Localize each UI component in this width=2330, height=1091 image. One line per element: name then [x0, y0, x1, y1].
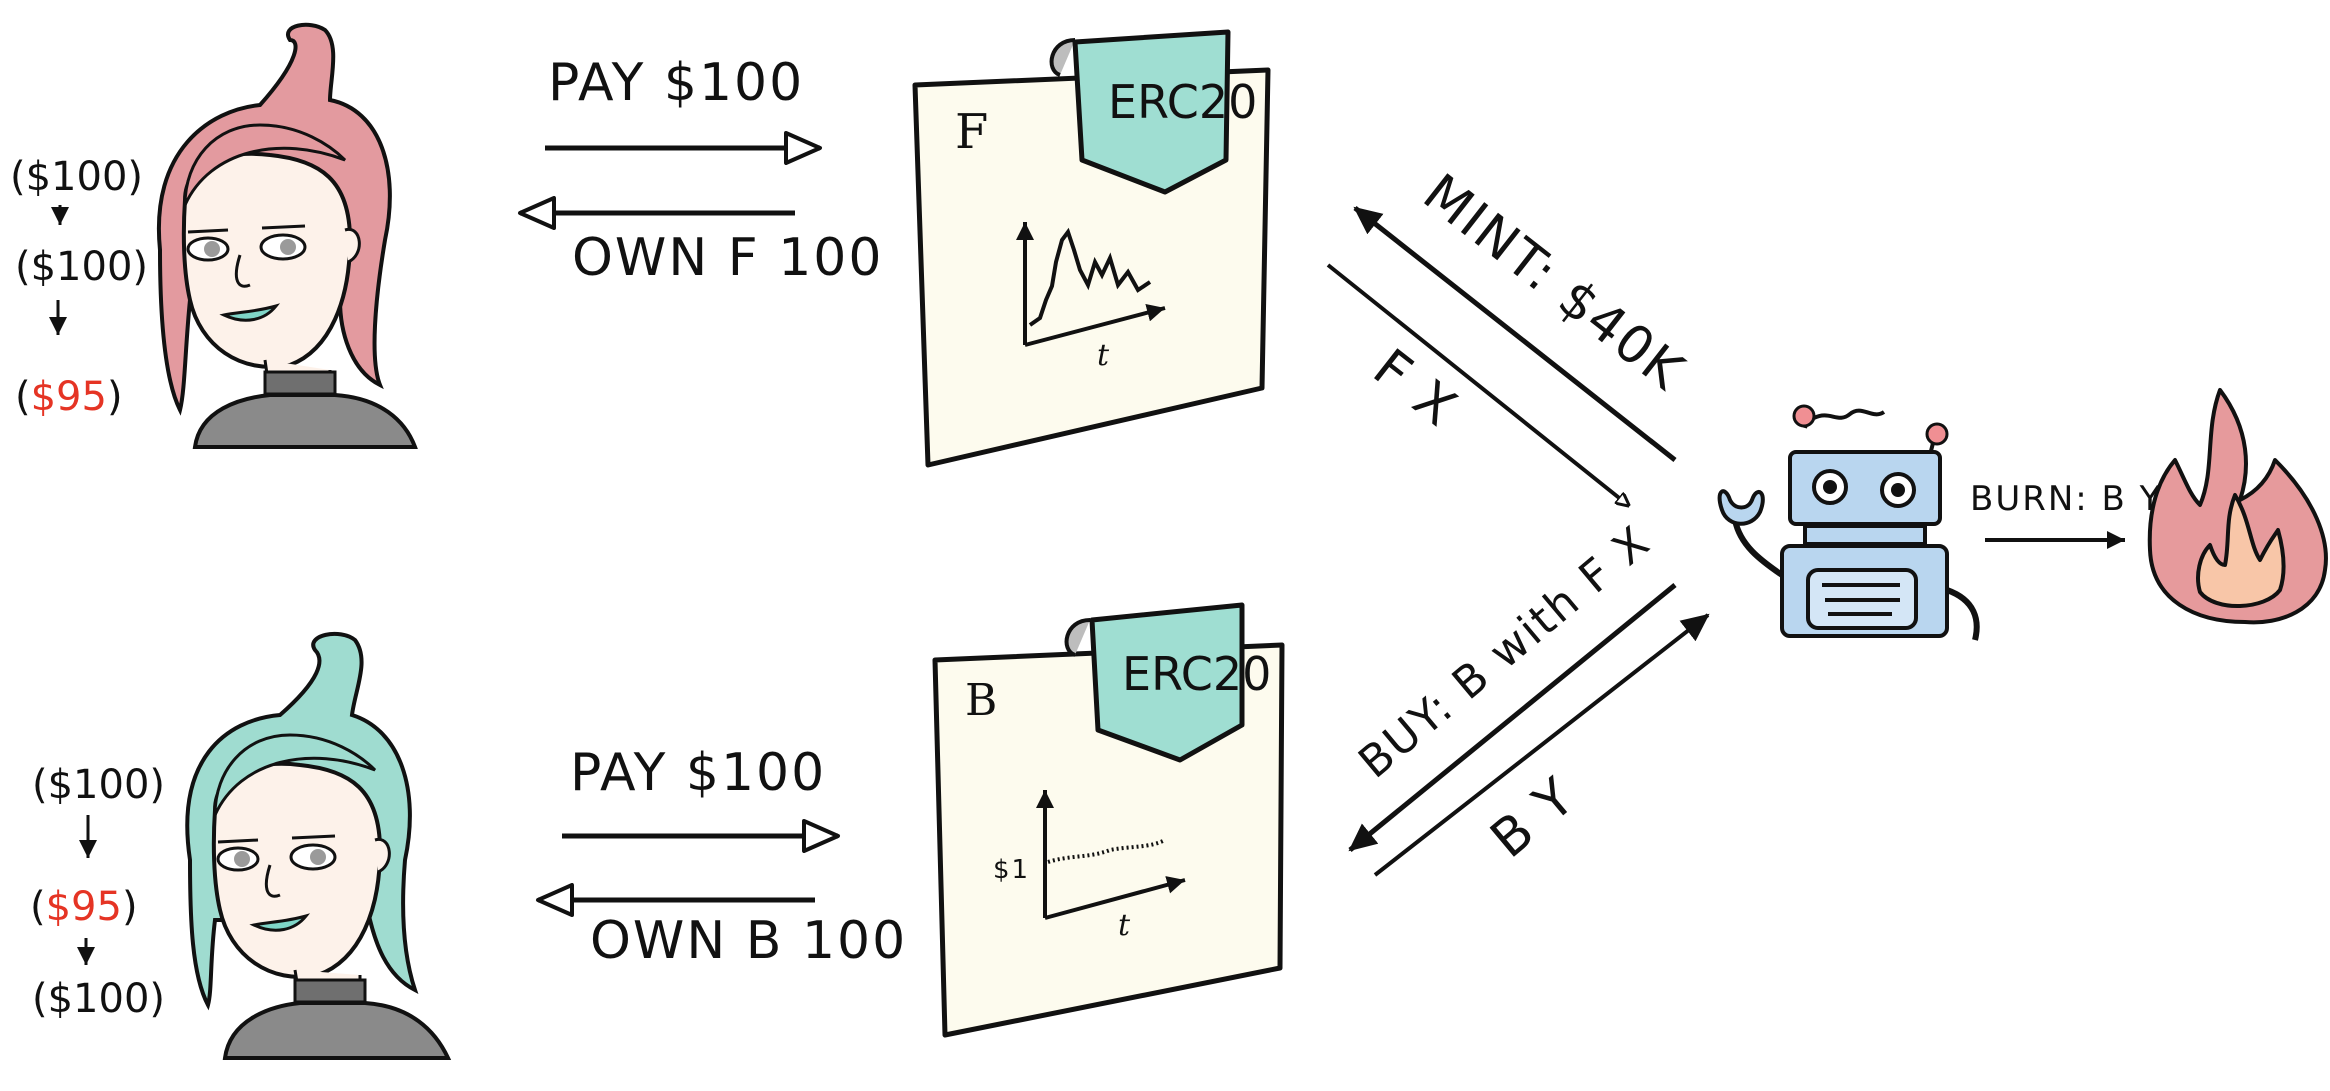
- bottom-balance-1: ($95): [30, 884, 138, 930]
- bottom-user-balance-stack: ($100) ($95) ($100): [30, 762, 165, 1022]
- bottom-token-sheet: ERC20 B $1 t: [932, 602, 1285, 1038]
- burn-flow: BURN: B Y: [1970, 479, 2162, 549]
- bottom-balance-2: ($100): [32, 976, 165, 1022]
- bottom-own-label: OWN B 100: [590, 911, 907, 971]
- mint-flow: MINT: $40K F X: [1326, 163, 1695, 505]
- top-token-price-line: [1028, 227, 1152, 327]
- buy-flow: BUY: B with F X B Y: [1348, 516, 1710, 877]
- top-user-balance-stack: ($100) ($100) ($95): [10, 154, 148, 420]
- bottom-pay-label: PAY $100: [570, 743, 826, 803]
- top-token-sheet: ERC20 F t: [912, 29, 1271, 468]
- top-pay-label: PAY $100: [548, 53, 804, 113]
- top-balance-1: ($100): [15, 244, 148, 290]
- bottom-token-symbol: B: [965, 675, 999, 726]
- bottom-token-price-label: $1: [993, 855, 1030, 885]
- fire-icon: [2147, 388, 2328, 625]
- top-token-axis-t: t: [1097, 338, 1110, 373]
- bottom-user-avatar: [185, 631, 452, 1060]
- buy-label: BUY: B with F X: [1349, 516, 1660, 789]
- top-balance-0: ($100): [10, 154, 143, 200]
- top-user-avatar: [156, 22, 418, 449]
- burn-label: BURN: B Y: [1970, 479, 2162, 519]
- bottom-token-axis-t: t: [1118, 908, 1131, 943]
- top-token-symbol: F: [955, 104, 990, 160]
- top-token-tag: ERC20: [1108, 75, 1257, 129]
- bottom-token-tag: ERC20: [1122, 647, 1271, 701]
- top-pay-flow: PAY $100 OWN F 100: [518, 53, 883, 288]
- bottom-balance-0: ($100): [32, 762, 165, 808]
- send-f-label: F X: [1362, 338, 1468, 439]
- top-balance-2: ($95): [15, 374, 123, 420]
- top-own-label: OWN F 100: [572, 228, 883, 288]
- robot-icon: [1717, 404, 1980, 641]
- bottom-pay-flow: PAY $100 OWN B 100: [536, 743, 907, 971]
